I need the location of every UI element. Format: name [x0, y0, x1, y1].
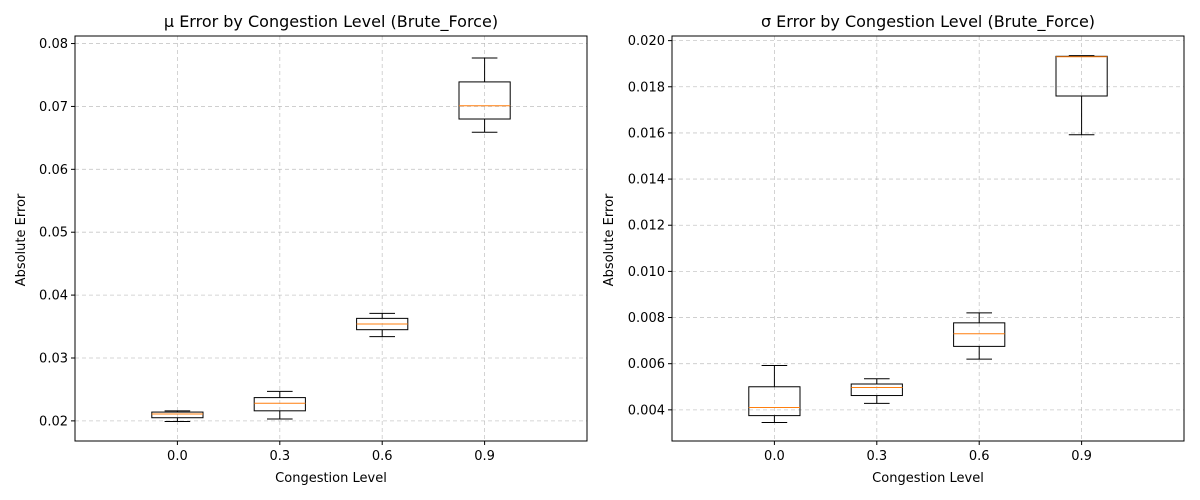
box-iqr — [953, 322, 1006, 347]
y-tick-label: 0.016 — [628, 126, 665, 141]
y-tick-label: 0.006 — [628, 357, 665, 372]
box-iqr — [458, 81, 511, 120]
x-tick-label: 0.6 — [969, 449, 990, 464]
box-iqr — [850, 383, 903, 397]
box-iqr — [253, 397, 306, 412]
y-tick-label: 0.018 — [628, 80, 665, 95]
box-0.6 — [953, 312, 1006, 360]
box-0.3 — [253, 390, 306, 420]
box-0.0 — [151, 410, 204, 423]
x-axis-label: Congestion Level — [872, 471, 984, 486]
chart-title: σ Error by Congestion Level (Brute_Force… — [761, 12, 1095, 32]
y-tick-label: 0.004 — [628, 403, 665, 418]
plot-frame — [74, 35, 588, 442]
ticks: 0.0 0.3 0.6 0.9 0.004 0.006 0.008 0.010 0.012 0.0… — [628, 34, 1092, 464]
y-tick-label: 0.010 — [628, 265, 665, 280]
x-tick-label: 0.0 — [764, 449, 785, 464]
y-tick-label: 0.03 — [39, 351, 68, 366]
x-tick-label: 0.0 — [167, 449, 188, 464]
box-0.9 — [458, 57, 511, 133]
box-plots — [151, 57, 511, 423]
box-iqr — [1055, 55, 1108, 97]
x-tick-label: 0.9 — [1071, 449, 1092, 464]
box-0.6 — [356, 312, 409, 338]
y-tick-label: 0.020 — [628, 34, 665, 49]
ticks: 0.0 0.3 0.6 0.9 0.02 0.03 0.04 0.05 0.06 0.07 0.08 — [39, 37, 495, 464]
y-tick-label: 0.008 — [628, 311, 665, 326]
grid — [75, 36, 587, 441]
x-tick-label: 0.9 — [474, 449, 495, 464]
y-tick-label: 0.014 — [628, 173, 665, 188]
y-tick-label: 0.07 — [39, 100, 68, 115]
grid — [672, 36, 1184, 441]
y-tick-label: 0.012 — [628, 219, 665, 234]
box-0.3 — [850, 378, 903, 404]
y-tick-label: 0.04 — [39, 289, 68, 304]
y-tick-label: 0.08 — [39, 37, 68, 52]
y-axis-label: Absolute Error — [14, 193, 29, 286]
mu-error-panel: μ Error by Congestion Level (Brute_Force… — [14, 12, 588, 486]
y-tick-label: 0.06 — [39, 163, 68, 178]
y-tick-label: 0.02 — [39, 414, 68, 429]
y-axis-label: Absolute Error — [602, 193, 617, 286]
plot-frame — [671, 35, 1185, 442]
box-plots — [748, 55, 1108, 424]
y-tick-label: 0.05 — [39, 226, 68, 241]
sigma-error-panel: σ Error by Congestion Level (Brute_Force… — [602, 12, 1185, 486]
x-tick-label: 0.3 — [269, 449, 290, 464]
box-0.0 — [748, 365, 801, 424]
box-iqr — [748, 386, 801, 417]
x-axis-label: Congestion Level — [275, 471, 387, 486]
box-0.9 — [1055, 55, 1108, 136]
box-iqr — [151, 411, 204, 419]
chart-title: μ Error by Congestion Level (Brute_Force… — [164, 12, 498, 32]
x-tick-label: 0.6 — [372, 449, 393, 464]
x-tick-label: 0.3 — [866, 449, 887, 464]
